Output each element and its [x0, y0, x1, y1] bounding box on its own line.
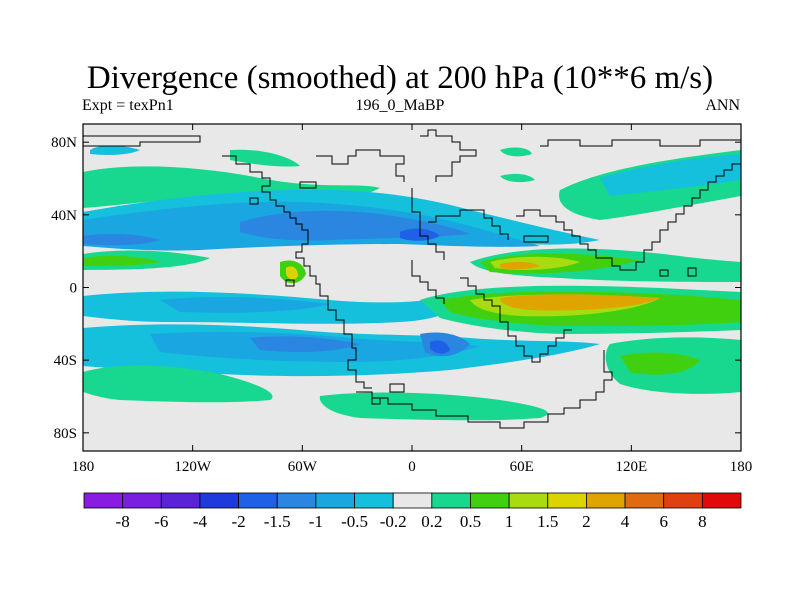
colorbar-label: 1.5	[537, 512, 558, 531]
contour-lightblue-equatorial	[160, 297, 330, 313]
colorbar-swatch	[354, 492, 394, 509]
contour-orange-equatorial-east	[500, 294, 660, 311]
contour-lightgreen-ntropics-west	[83, 255, 160, 266]
plot-title: Divergence (smoothed) at 200 hPa (10**6 …	[86, 60, 714, 96]
colorbar-swatch	[199, 492, 239, 509]
colorbar-swatch	[701, 492, 742, 509]
colorbar-label: -1	[309, 512, 323, 531]
contour-lightgreen-south-east	[620, 352, 700, 375]
lat-tick-label: 0	[70, 281, 78, 297]
contour-green-north-small	[230, 149, 300, 167]
longitude-axis: 180 120W 60W 0 60E 120E 180	[72, 124, 753, 475]
divergence-field	[83, 124, 741, 451]
coast-islands	[249, 181, 697, 405]
colorbar-swatch	[392, 492, 433, 509]
contour-yellow-tropics-small	[286, 266, 298, 280]
lat-tick-label: 40N	[51, 208, 77, 224]
colorbar-swatch	[508, 492, 549, 509]
colorbar-label: -8	[116, 512, 130, 531]
contour-green-south-west	[83, 365, 273, 403]
contour-green-south-mid	[319, 392, 548, 421]
colorbar-label: -6	[154, 512, 168, 531]
contour-blue-midlat-west	[83, 233, 160, 246]
colorbar-label: -2	[232, 512, 246, 531]
colorbar-swatch	[83, 492, 124, 509]
colorbar-label: -0.5	[341, 512, 368, 531]
contour-cyan-north-west	[90, 145, 140, 155]
lat-tick-label: 40S	[54, 353, 77, 369]
colorbar-swatch	[122, 492, 162, 509]
colorbar-swatch	[315, 492, 355, 509]
colorbar-label: 8	[698, 512, 707, 531]
lon-tick-label: 120E	[615, 459, 647, 475]
colorbar: -8 -6 -4 -2 -1.5 -1 -0.5 -0.2 0.2 0.5 1 1.5 2 4 6 8	[83, 492, 742, 531]
coast-africa	[411, 260, 572, 363]
lat-tick-label: 80S	[54, 426, 77, 442]
season-label: ANN	[705, 97, 740, 114]
contour-darkblue-south-east	[430, 340, 450, 354]
colorbar-label: 2	[582, 512, 591, 531]
lon-tick-label: 120W	[174, 459, 212, 475]
lon-tick-label: 0	[408, 459, 416, 475]
colorbar-label: -0.2	[380, 512, 407, 531]
lon-tick-label: 60E	[510, 459, 534, 475]
colorbar-swatch	[663, 492, 703, 509]
contour-green-north-mid2	[500, 173, 535, 183]
colorbar-label: 0.2	[421, 512, 442, 531]
contour-blue-south	[250, 336, 360, 352]
colorbar-label: 6	[659, 512, 668, 531]
contour-green-north-mid	[500, 147, 532, 157]
colorbar-swatch	[470, 492, 510, 509]
continent-outlines	[83, 129, 741, 429]
colorbar-label: 1	[505, 512, 514, 531]
coast-antarctica-and-south	[356, 350, 613, 429]
colorbar-label: -1.5	[264, 512, 291, 531]
lon-tick-label: 180	[72, 459, 95, 475]
colorbar-swatch	[586, 492, 626, 509]
colorbar-swatch	[276, 492, 317, 509]
contour-orange-ntropics-east	[500, 261, 540, 270]
case-label: 196_0_MaBP	[355, 97, 445, 114]
contour-cyan-north-east	[600, 154, 741, 196]
colorbar-swatch	[238, 492, 278, 509]
latitude-axis: 80N 40N 0 40S 80S	[51, 135, 741, 442]
colorbar-swatch	[431, 492, 471, 509]
lat-tick-label: 80N	[51, 135, 77, 151]
colorbar-swatch	[160, 492, 201, 509]
colorbar-label: 4	[621, 512, 630, 531]
coast-eurasia	[411, 139, 741, 271]
colorbar-swatch	[547, 492, 587, 509]
experiment-label: Expt = texPn1	[82, 97, 174, 114]
colorbar-label: -4	[193, 512, 208, 531]
coast-greenland-arctic	[316, 129, 477, 182]
colorbar-swatch	[624, 492, 665, 509]
colorbar-label: 0.5	[460, 512, 481, 531]
lon-tick-label: 180	[730, 459, 753, 475]
coast-north-america	[83, 135, 372, 389]
lon-tick-label: 60W	[288, 459, 318, 475]
